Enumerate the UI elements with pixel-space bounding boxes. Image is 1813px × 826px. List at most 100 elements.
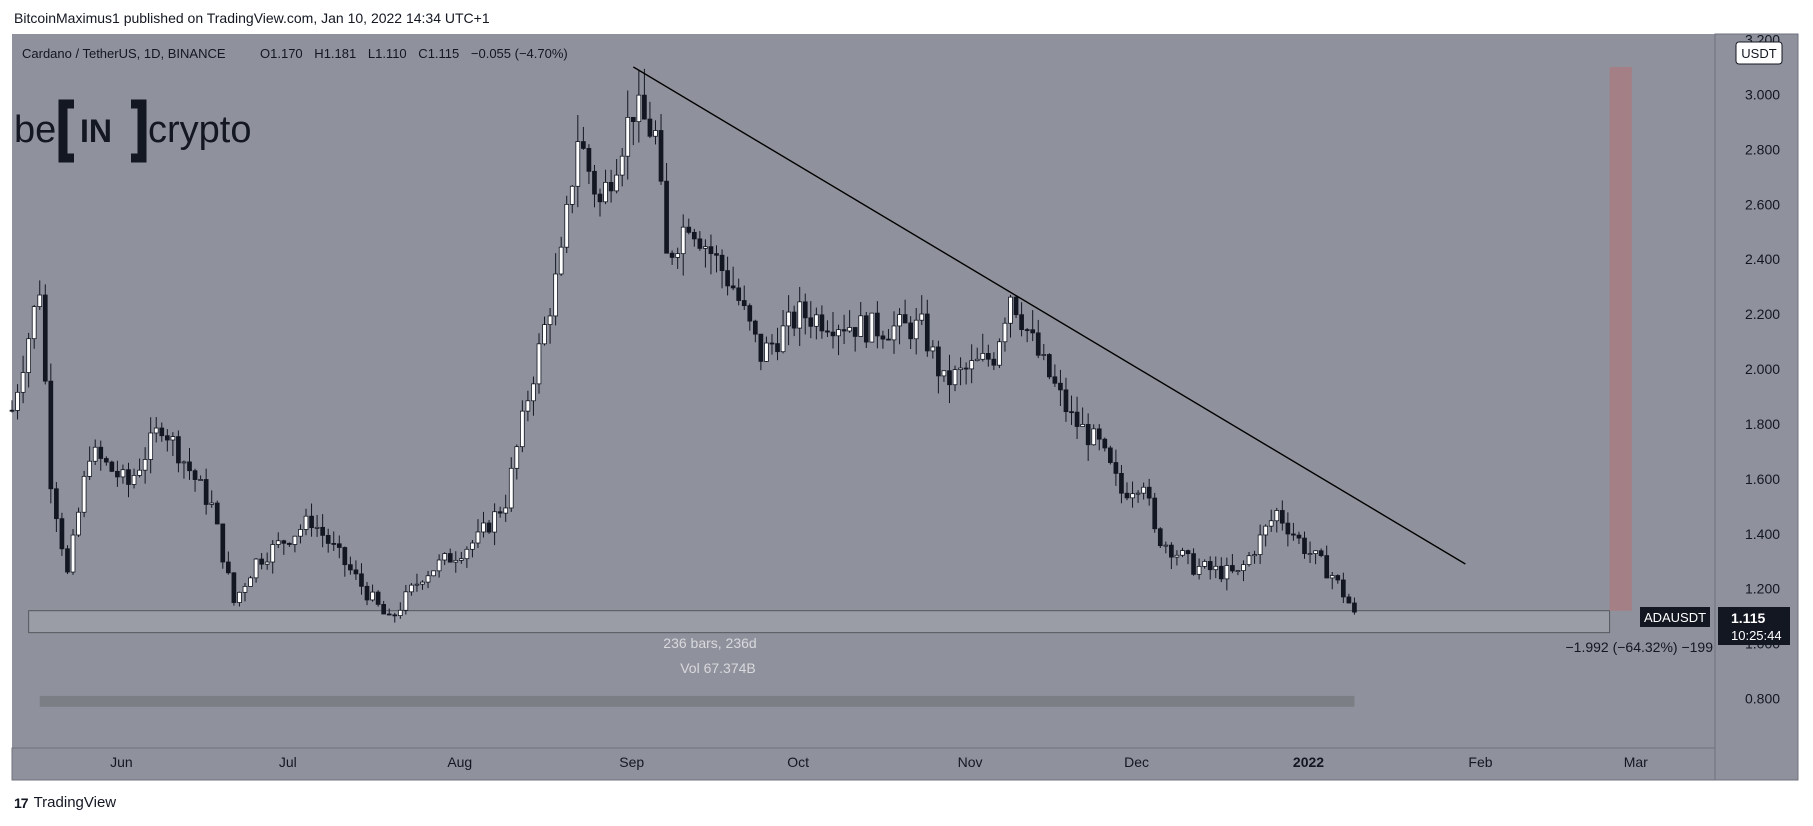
candle-up [930,340,936,359]
candle-down [991,352,997,371]
candle-down [1058,369,1063,407]
candle-down [985,344,991,367]
y-tick-label: 1.200 [1745,581,1780,597]
candle-down [736,278,742,306]
candle-up [680,214,686,276]
candle-up [1313,550,1318,565]
candle-down [375,590,381,607]
candle-up [675,247,681,269]
candle-up [453,551,459,573]
candle-down [364,582,370,606]
candle-up [569,184,575,214]
y-tick-label: 1.400 [1745,526,1780,542]
currency-badge[interactable]: USDT [1735,41,1783,65]
candle-up [1329,572,1335,590]
time-axis[interactable]: Jun Jul Aug Sep Oct Nov Dec 2022 Feb Mar [110,754,1648,770]
candle-up [974,347,980,362]
candle-down [947,354,952,404]
candle-down [752,319,758,343]
y-tick-label: 3.000 [1745,86,1780,102]
candle-down [54,482,59,533]
candle-up [619,148,625,187]
candle-down [1069,395,1074,425]
candle-down [1052,364,1058,387]
svg-text:1.115: 1.115 [1731,610,1765,626]
y-tick-label: 2.400 [1745,251,1780,267]
candle-down [214,500,220,525]
candle-up [603,169,608,205]
candle-up [1141,482,1146,500]
candle-up [1268,509,1274,532]
publish-credit: BitcoinMaximus1 published on TradingView… [14,10,490,26]
candle-down [1108,445,1113,465]
descending-trendline [632,66,1466,565]
time-axis-background[interactable] [11,747,1716,781]
candle-down [1085,413,1091,461]
y-tick-label: 2.200 [1745,306,1780,322]
tradingview-brand[interactable]: 17 TradingView [14,794,116,811]
candle-up [170,432,176,457]
candle-up [475,519,481,549]
candle-up [264,552,270,570]
y-tick-label: 1.800 [1745,416,1780,432]
candle-down [886,329,891,341]
candle-up [653,120,658,145]
candle-up [131,468,137,489]
candle-up [575,115,581,208]
candle-up [248,575,253,587]
candle-down [830,312,836,349]
candle-up [420,580,425,590]
candle-down [1169,542,1174,570]
candle-up [37,280,43,310]
candle-down [1024,327,1030,343]
candle-up [76,507,81,538]
candle-down [686,218,692,235]
candle-up [1163,541,1169,554]
target-zone [1609,66,1632,611]
candle-down [1279,500,1285,531]
candle-down [126,462,131,498]
price-axis-background[interactable] [1714,33,1799,781]
candle-down [203,468,209,515]
candle-up [275,532,281,548]
tradingview-brand-label: TradingView [33,794,117,811]
candle-down [664,162,669,254]
x-tick-label: Dec [1124,754,1149,770]
candle-up [508,457,514,512]
candle-up [786,295,791,346]
candle-down [1291,522,1296,541]
candle-up [209,490,215,508]
candle-down [98,440,104,471]
candle-up [1041,344,1047,361]
candle-down [348,556,353,575]
candle-up [436,554,442,578]
candle-down [1096,424,1102,451]
candle-down [1030,310,1036,342]
candle-up [1202,559,1207,569]
candle-down [592,164,597,208]
measure-bars-label: 236 bars, 236d [663,635,756,651]
candle-down [725,256,730,296]
candle-up [481,511,486,538]
candle-up [814,307,819,340]
price-axis[interactable]: 3.2003.0002.8002.6002.4002.2002.0001.800… [1745,31,1780,706]
candle-down [658,114,664,185]
candle-up [1002,317,1008,352]
candle-up [1130,481,1135,508]
tradingview-logo-icon: 17 [14,794,29,811]
candle-down [1352,597,1357,615]
candle-up [514,444,520,480]
candle-down [719,249,725,289]
candle-up [298,524,303,544]
candle-up [1241,560,1246,582]
candle-up [952,365,958,392]
candle-up [531,376,536,416]
annotation-zones [28,66,1632,707]
candle-down [159,422,165,442]
candle-down [597,188,603,217]
candle-up [1135,490,1141,503]
candle-up [858,301,864,337]
candle-down [59,512,65,556]
y-tick-label: 2.000 [1745,361,1780,377]
